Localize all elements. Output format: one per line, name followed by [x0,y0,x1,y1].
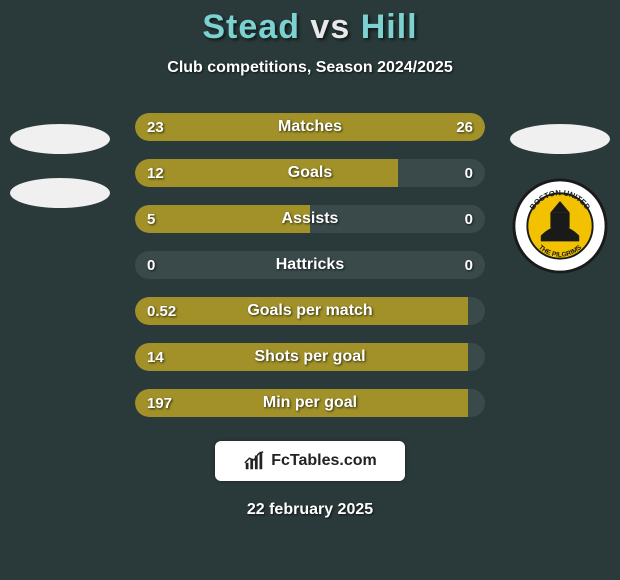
right-club-badge-placeholder [510,124,610,154]
right-club-logo: BOSTON UNITED THE PILGRIMS [512,178,608,274]
title-vs: vs [310,8,350,46]
stat-row: 0.52Goals per match [135,297,485,325]
left-club-badge-placeholder-2 [10,178,110,208]
stat-label: Goals [135,159,485,187]
stat-row: 50Assists [135,205,485,233]
page-title: Stead vs Hill [202,8,417,47]
brand-chart-icon [243,450,265,472]
stat-label: Assists [135,205,485,233]
stat-row: 120Goals [135,159,485,187]
brand-text: FcTables.com [271,452,377,470]
stat-row: 197Min per goal [135,389,485,417]
subtitle: Club competitions, Season 2024/2025 [167,59,452,77]
stat-label: Goals per match [135,297,485,325]
player-left-name: Stead [202,8,300,46]
stat-label: Min per goal [135,389,485,417]
brand-box: FcTables.com [215,441,405,481]
date-line: 22 february 2025 [247,501,373,519]
stat-label: Hattricks [135,251,485,279]
stat-row: 2326Matches [135,113,485,141]
stat-label: Shots per goal [135,343,485,371]
comparison-card: Stead vs Hill Club competitions, Season … [0,0,620,580]
stat-label: Matches [135,113,485,141]
left-club-badge-placeholder-1 [10,124,110,154]
player-right-name: Hill [361,8,418,46]
stat-row: 00Hattricks [135,251,485,279]
stat-row: 14Shots per goal [135,343,485,371]
